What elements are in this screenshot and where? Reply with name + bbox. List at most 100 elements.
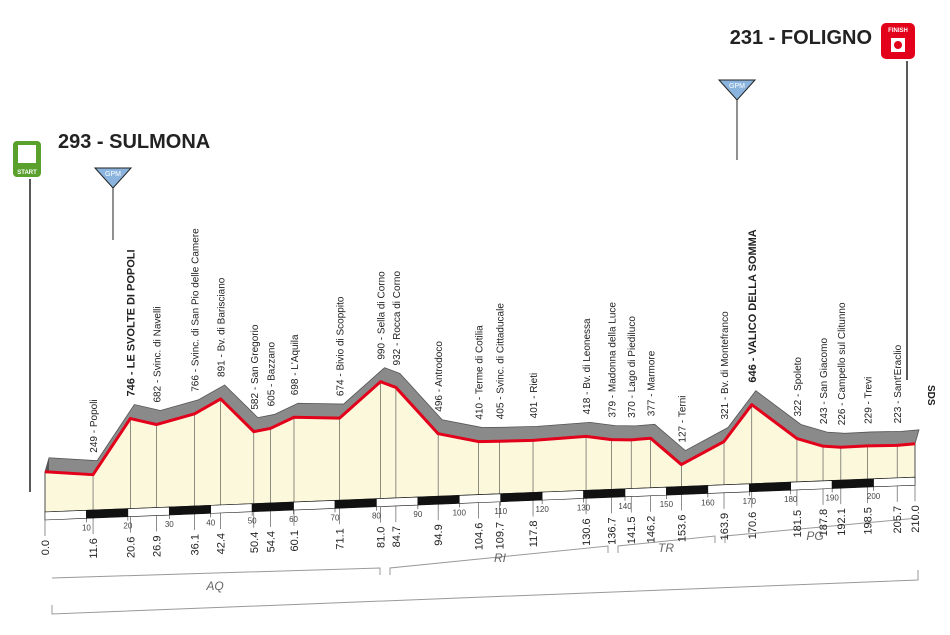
gpm-label: 646 - VALICO DELLA SOMMA: [747, 229, 759, 382]
waypoint-label: 418 - Bv. di Leonessa: [582, 318, 593, 414]
x-tick-label: 20: [123, 522, 132, 531]
km-label: 42.4: [216, 533, 228, 554]
region-label: AQ: [205, 579, 223, 593]
km-label: 146.2: [646, 516, 658, 544]
km-strip: [500, 491, 543, 503]
km-strip: [417, 495, 460, 506]
km-label: 153.6: [676, 515, 688, 543]
km-label: 170.6: [747, 512, 759, 540]
waypoint-label: 226 - Campello sul Clitunno: [837, 302, 848, 425]
total-bracket: [51, 570, 919, 615]
km-label: 54.4: [265, 531, 277, 552]
x-tick-label: 150: [660, 500, 674, 509]
waypoint-label: 605 - Bazzano: [266, 342, 277, 407]
waypoint-label: 990 - Sella di Corno: [377, 271, 388, 360]
km-label: 192.1: [836, 508, 848, 536]
gpm-icon: [93, 167, 133, 189]
region-bracket: [724, 517, 919, 543]
km-strip: [334, 498, 377, 509]
x-tick-label: 10: [82, 523, 91, 532]
x-tick-label: 40: [206, 518, 215, 527]
region-bracket: [389, 545, 609, 575]
waypoint-label: 322 - Spoleto: [793, 357, 804, 417]
region-label: TR: [658, 541, 674, 555]
km-label: 36.1: [190, 534, 202, 555]
waypoint-label: 127 - Terni: [677, 395, 688, 442]
km-label: 94.9: [433, 524, 445, 545]
waypoint-label: 582 - San Gregorio: [250, 324, 261, 409]
km-label: 163.9: [719, 513, 731, 541]
km-label: 81.0: [376, 527, 388, 548]
km-label: 198.5: [862, 507, 874, 535]
finish-dot: [894, 41, 902, 49]
km-label: 50.4: [249, 532, 261, 553]
finish-text: FINISH: [888, 28, 908, 34]
gpm-text: GPM: [729, 83, 745, 90]
km-strip: [210, 503, 253, 514]
x-tick-label: 120: [535, 505, 549, 514]
km-label: 26.9: [151, 536, 163, 557]
region-bracket: [617, 535, 716, 553]
waypoint-label: 243 - San Giacomo: [819, 338, 830, 425]
gpm-icon: [717, 79, 757, 101]
waypoint-label: 891 - Bv. di Barisciano: [217, 277, 228, 377]
km-label: 109.7: [494, 522, 506, 550]
waypoint-label: 682 - Svinc. di Navelli: [152, 306, 163, 402]
waypoint-label: 674 - Bivio di Scoppito: [336, 296, 347, 396]
waypoint-label: 496 - Antrodoco: [434, 341, 445, 412]
x-tick-label: 110: [494, 507, 507, 516]
waypoint-label: 321 - Bv. di Montefranco: [720, 311, 731, 420]
waypoint-label: 932 - Rocca di Corno: [392, 271, 403, 366]
km-strip: [541, 490, 584, 501]
km-strip: [583, 488, 626, 499]
waypoint-label: 249 - Popoli: [89, 399, 100, 452]
km-label: 11.6: [88, 538, 100, 559]
start-text: START: [17, 170, 37, 176]
km-strip: [127, 506, 170, 517]
km-label: 84.7: [391, 526, 403, 547]
x-tick-label: 90: [413, 510, 422, 519]
waypoint-label: 401 - Rieti: [529, 373, 540, 419]
region-label: PG: [806, 529, 823, 543]
waypoint-label: 379 - Madonna della Luce: [607, 302, 618, 418]
x-tick-label: 200: [867, 492, 881, 501]
km-label: 210.0: [910, 505, 922, 533]
km-strip: [44, 510, 87, 521]
sds-label: SDS: [925, 385, 936, 406]
km-strip: [624, 486, 667, 498]
km-strip: [748, 481, 792, 493]
waypoint-label: 370 - Lago di Piediluco: [627, 316, 638, 418]
km-strip: [458, 493, 502, 504]
region-label: RI: [494, 551, 507, 565]
waypoint-label: 410 - Terme di Cotilia: [474, 325, 485, 420]
km-strip: [86, 508, 129, 519]
km-strip: [790, 480, 833, 491]
km-label: 117.8: [528, 520, 540, 547]
region-bracket: [51, 567, 381, 579]
km-label: 60.1: [289, 530, 301, 551]
x-tick-label: 60: [289, 515, 298, 524]
x-tick-label: 130: [577, 503, 591, 512]
waypoint-label: 766 - Svinc. di San Pio delle Camere: [191, 228, 202, 392]
km-label: 130.6: [581, 518, 593, 546]
waypoint-label: 229 - Trevi: [863, 377, 874, 424]
x-tick-label: 180: [784, 495, 798, 504]
x-tick-label: 160: [701, 498, 715, 507]
km-strip: [873, 476, 916, 488]
profile-line: [44, 380, 916, 477]
x-tick-label: 190: [825, 494, 839, 503]
km-label: 0.0: [40, 540, 52, 555]
km-label: 141.5: [626, 517, 638, 545]
km-label: 187.8: [818, 509, 830, 537]
km-strip: [666, 485, 709, 496]
x-tick-label: 70: [331, 513, 340, 522]
x-tick-label: 100: [453, 508, 467, 517]
km-strip: [168, 505, 212, 516]
x-tick-label: 140: [618, 502, 632, 511]
km-label: 181.5: [792, 510, 804, 538]
finish-label: 231 - FOLIGNO: [730, 27, 872, 49]
km-strip: [376, 496, 419, 508]
km-strip: [707, 483, 750, 494]
km-strip: [831, 478, 874, 489]
